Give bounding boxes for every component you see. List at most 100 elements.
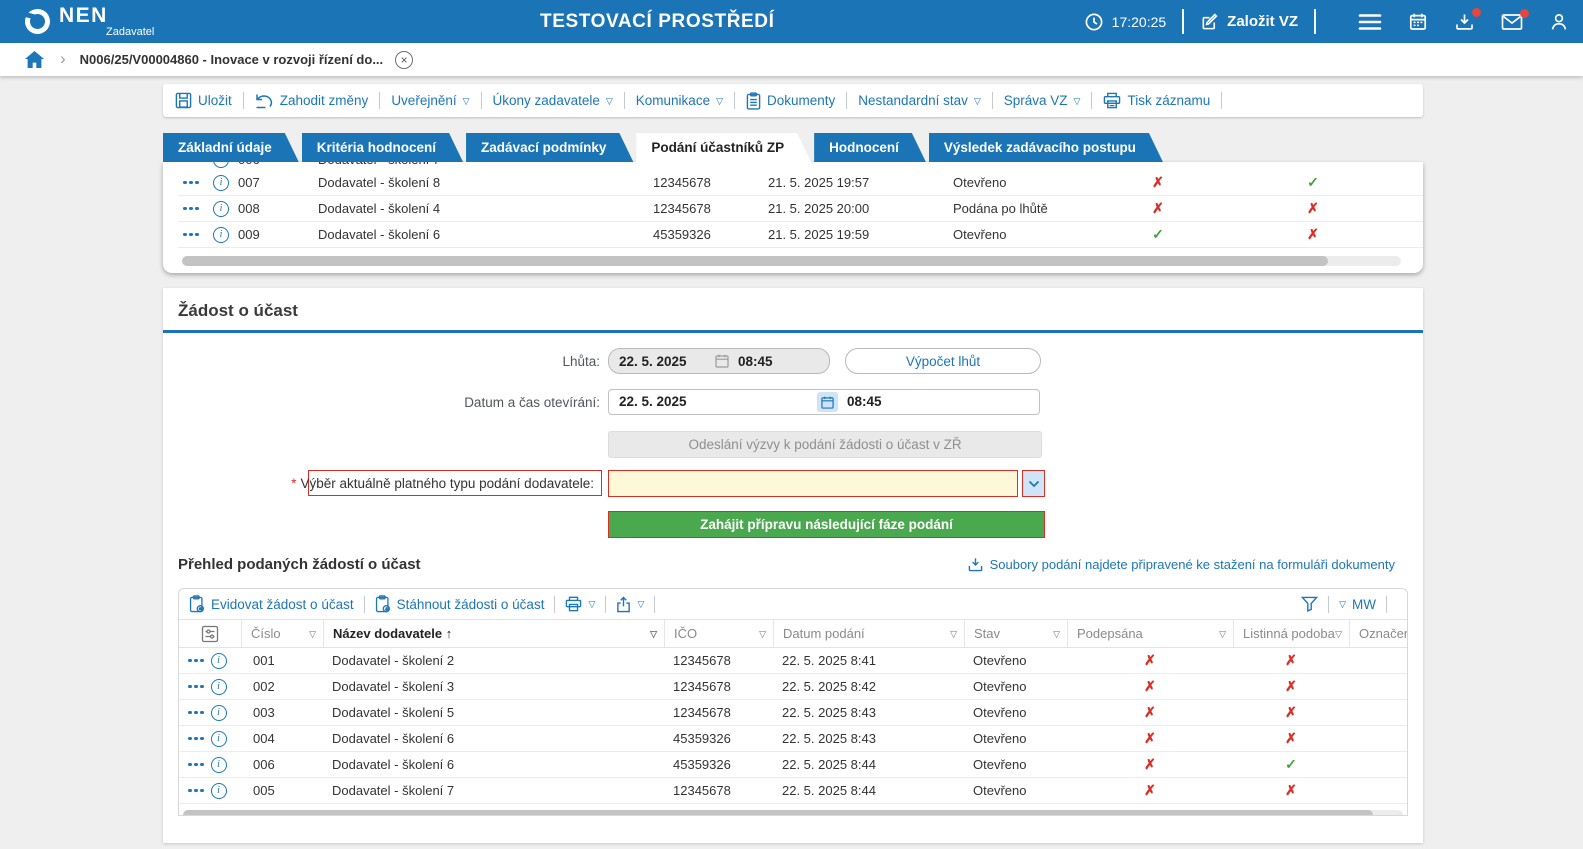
cell-podepsana-mark: ✗ xyxy=(1144,782,1156,798)
table-row[interactable]: i 004 Dodavatel - školení 6 45359326 22.… xyxy=(179,726,1407,752)
horizontal-scrollbar[interactable] xyxy=(182,256,1401,266)
cell-podepsana-mark: ✗ xyxy=(1152,174,1164,190)
row-menu-icon[interactable] xyxy=(178,232,204,237)
download-note-link[interactable]: Soubory podání najdete připravené ke sta… xyxy=(968,557,1395,572)
table-row[interactable]: i 001 Dodavatel - školení 2 12345678 22.… xyxy=(179,648,1407,674)
zahajit-pripravu-button[interactable]: Zahájit přípravu následující fáze podání xyxy=(608,511,1045,538)
table-row[interactable]: i 003 Dodavatel - školení 5 12345678 22.… xyxy=(179,700,1407,726)
row-menu-icon[interactable] xyxy=(188,788,204,793)
scrollbar-thumb[interactable] xyxy=(182,256,1328,266)
col-listinna-podoba[interactable]: Listinná podoba ▽ xyxy=(1233,620,1349,647)
menu-icon[interactable] xyxy=(1358,13,1382,31)
column-settings-button[interactable] xyxy=(179,620,241,647)
col-ico[interactable]: IČO ▽ xyxy=(664,620,773,647)
table-row[interactable]: i 006 Dodavatel - školení 6 45359326 22.… xyxy=(179,752,1407,778)
tab-zakladni-udaje[interactable]: Základní údaje xyxy=(163,133,299,162)
nestandardni-stav-menu[interactable]: Nestandardní stav ▽ xyxy=(858,93,981,108)
nen-logo-icon[interactable] xyxy=(21,5,54,38)
row-menu-icon[interactable] xyxy=(188,710,204,715)
tab-zadavaci-podminky[interactable]: Zadávací podmínky xyxy=(466,133,633,162)
cell-datum: 22. 5. 2025 8:44 xyxy=(782,757,876,772)
row-info-icon[interactable]: i xyxy=(210,652,227,669)
col-cislo[interactable]: Číslo ▽ xyxy=(241,620,323,647)
filter-arrow-icon[interactable]: ▽ xyxy=(1335,628,1342,639)
home-icon[interactable] xyxy=(25,51,44,68)
ukony-zadavatele-menu[interactable]: Úkony zadavatele ▽ xyxy=(492,93,613,108)
sprava-vz-menu[interactable]: Správa VZ ▽ xyxy=(1003,93,1081,108)
row-menu-icon[interactable] xyxy=(178,180,204,185)
row-info-icon[interactable]: i xyxy=(210,730,227,747)
vyber-label-box: * Výběr aktuálně platného typu podání do… xyxy=(291,470,602,496)
create-vz-button[interactable]: Založit VZ xyxy=(1200,12,1298,31)
close-record-icon[interactable]: × xyxy=(395,50,414,69)
filter-arrow-icon[interactable]: ▽ xyxy=(309,628,316,639)
tab-kriteria-hodnoceni[interactable]: Kritéria hodnocení xyxy=(302,133,463,162)
cell-listinna-mark: ✗ xyxy=(1285,652,1297,668)
cell-datum: 22. 5. 2025 8:43 xyxy=(782,705,876,720)
row-menu-icon[interactable] xyxy=(188,736,204,741)
uverejneni-menu[interactable]: Uveřejnění ▽ xyxy=(391,93,470,108)
horizontal-scrollbar[interactable] xyxy=(183,810,1403,815)
table-row[interactable]: i 002 Dodavatel - školení 3 12345678 22.… xyxy=(179,674,1407,700)
grid-view-selector[interactable]: ▽ MW xyxy=(1339,596,1376,612)
user-icon[interactable] xyxy=(1549,12,1569,32)
row-menu-icon[interactable] xyxy=(188,658,204,663)
table-row[interactable]: i 007 Dodavatel - školení 8 12345678 21.… xyxy=(178,170,1423,196)
select-chevron-down-icon[interactable] xyxy=(1022,470,1045,497)
evidovat-zadost-button[interactable]: Evidovat žádost o účast xyxy=(189,595,354,613)
col-oznaceni[interactable]: Označení xyxy=(1349,620,1407,647)
stahnout-zadosti-button[interactable]: Stáhnout žádosti o účast xyxy=(375,595,544,613)
row-info-icon[interactable]: i xyxy=(210,782,227,799)
breadcrumb-item[interactable]: N006/25/V00004860 - Inovace v rozvoji ří… xyxy=(79,52,384,67)
col-stav[interactable]: Stav ▽ xyxy=(964,620,1067,647)
odeslani-vyzvy-button-disabled: Odeslání výzvy k podání žádosti o účast … xyxy=(608,431,1042,458)
tab-podani-ucastniku-zp[interactable]: Podání účastníků ZP xyxy=(636,133,811,162)
discard-changes-button[interactable]: Zahodit změny xyxy=(255,93,368,109)
row-info-icon[interactable]: i xyxy=(210,678,227,695)
tab-hodnoceni[interactable]: Hodnocení xyxy=(814,133,926,162)
supplier-submission-type-select[interactable] xyxy=(608,470,1018,497)
otevirani-datetime-field[interactable]: 22. 5. 2025 08:45 xyxy=(608,389,1040,415)
row-info-icon[interactable]: i xyxy=(213,200,229,217)
save-button[interactable]: Uložit xyxy=(175,92,232,109)
cell-ico: 45359326 xyxy=(673,757,731,772)
filter-arrow-icon[interactable]: ▽ xyxy=(1219,628,1226,639)
scrollbar-thumb[interactable] xyxy=(183,810,1373,815)
row-info-icon[interactable]: i xyxy=(213,226,229,243)
downloads-icon[interactable] xyxy=(1454,7,1481,32)
table-row[interactable]: i 005 Dodavatel - školení 7 12345678 22.… xyxy=(179,778,1407,804)
cell-ico: 12345678 xyxy=(653,175,711,190)
filter-arrow-icon[interactable]: ▽ xyxy=(759,628,766,639)
lhuta-datetime-field[interactable]: 22. 5. 2025 08:45 xyxy=(608,348,830,374)
col-datum-podani[interactable]: Datum podání ▽ xyxy=(773,620,964,647)
row-info-icon[interactable]: i xyxy=(213,174,229,191)
table-row[interactable]: i 008 Dodavatel - školení 4 12345678 21.… xyxy=(178,196,1423,222)
cell-cislo: 004 xyxy=(253,731,275,746)
filter-arrow-icon[interactable]: ▽ xyxy=(650,628,657,639)
col-nazev-dodavatele[interactable]: Název dodavatele ↑ ▽ xyxy=(323,620,664,647)
row-menu-icon[interactable] xyxy=(188,684,204,689)
komunikace-menu[interactable]: Komunikace ▽ xyxy=(635,93,723,108)
cell-cislo: 008 xyxy=(238,201,260,216)
grid-filter-button[interactable] xyxy=(1301,596,1319,612)
calendar-icon[interactable] xyxy=(1408,12,1428,32)
grid-export-button[interactable]: ▽ xyxy=(616,595,644,613)
row-info-icon[interactable]: i xyxy=(210,704,227,721)
row-menu-icon[interactable] xyxy=(188,762,204,767)
col-podepsana[interactable]: Podepsána ▽ xyxy=(1067,620,1233,647)
filter-arrow-icon[interactable]: ▽ xyxy=(950,628,957,639)
vypocet-lhut-button[interactable]: Výpočet lhůt xyxy=(845,348,1041,374)
dokumenty-button[interactable]: Dokumenty xyxy=(746,91,835,110)
tab-vysledek-zadavaciho-postupu[interactable]: Výsledek zadávacího postupu xyxy=(929,133,1163,162)
filter-arrow-icon[interactable]: ▽ xyxy=(1053,628,1060,639)
calendar-picker-icon[interactable] xyxy=(817,392,838,412)
messages-icon[interactable] xyxy=(1501,8,1529,31)
table-row[interactable]: i 009 Dodavatel - školení 6 45359326 21.… xyxy=(178,222,1423,248)
dropdown-arrow-icon: ▽ xyxy=(462,95,470,106)
print-record-button[interactable]: Tisk záznamu xyxy=(1103,92,1210,109)
row-info-icon[interactable]: i xyxy=(210,756,227,773)
create-vz-label: Založit VZ xyxy=(1227,13,1298,30)
row-menu-icon[interactable] xyxy=(178,206,204,211)
grid-print-button[interactable]: ▽ xyxy=(565,596,595,612)
clipboard-gear-icon xyxy=(189,595,205,613)
